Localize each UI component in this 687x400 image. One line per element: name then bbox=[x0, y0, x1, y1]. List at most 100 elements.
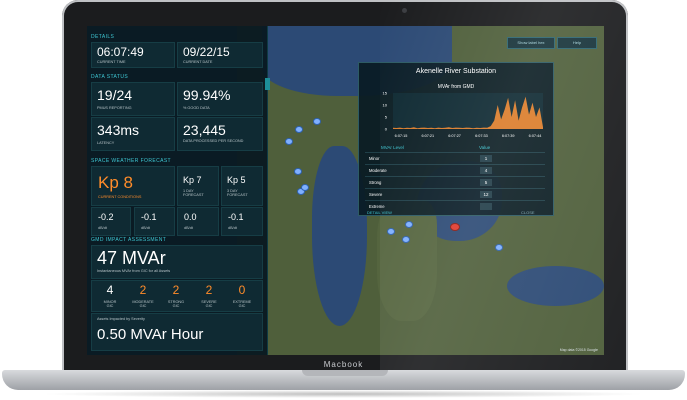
status-label: LATENCY bbox=[97, 141, 115, 145]
current-date: 09/22/15 bbox=[183, 45, 230, 59]
y-tick-label: 5 bbox=[385, 115, 388, 120]
laptop-brand: Macbook bbox=[323, 360, 364, 369]
rate-card: -0.2 dB/dt bbox=[91, 207, 131, 236]
space-weather-header: SPACE WEATHER FORECAST bbox=[91, 158, 172, 164]
gic-count: 0 bbox=[238, 283, 246, 297]
collapse-panel-button[interactable] bbox=[265, 78, 270, 90]
level-label: Severe bbox=[369, 192, 383, 197]
time-card: 06:07:49 CURRENT TIME bbox=[91, 42, 175, 68]
gic-count: 4 bbox=[106, 283, 114, 297]
show-label-button[interactable]: Show label hex bbox=[507, 37, 555, 49]
gmd-header: GMD IMPACT ASSESSMENT bbox=[91, 237, 167, 243]
forecast-kp: Kp 5 bbox=[227, 175, 246, 185]
current-kp-label: CURRENT CONDITIONS bbox=[98, 195, 142, 199]
lake-erie bbox=[507, 266, 604, 306]
michigan-peninsula bbox=[377, 201, 437, 321]
level-value: 1 bbox=[480, 155, 492, 162]
rate-value: -0.1 bbox=[228, 212, 244, 222]
divider bbox=[365, 176, 545, 177]
date-card: 09/22/15 CURRENT DATE bbox=[177, 42, 263, 68]
map-marker[interactable] bbox=[495, 244, 503, 251]
rate-label: dB/dt bbox=[98, 226, 107, 230]
rate-value: -0.1 bbox=[141, 212, 157, 222]
status-label: PMUS REPORTING bbox=[97, 106, 132, 110]
forecast-kp: Kp 7 bbox=[183, 175, 202, 185]
x-tick-label: 6:07:44 bbox=[529, 134, 542, 138]
mvar-area-series bbox=[393, 96, 543, 129]
popup-title: Akenelle River Substation bbox=[415, 68, 497, 75]
rate-value: 0.0 bbox=[184, 212, 197, 222]
data-status-header: DATA STATUS bbox=[91, 74, 129, 80]
status-value: 99.94% bbox=[183, 87, 231, 103]
current-date-label: CURRENT DATE bbox=[183, 60, 213, 64]
close-button[interactable]: CLOSE bbox=[521, 210, 535, 215]
instant-mvar-label: Instantaneous MVAr from GIC for all Asse… bbox=[97, 269, 171, 273]
current-time-label: CURRENT TIME bbox=[97, 60, 126, 64]
gic-label: MODERATE GIC bbox=[132, 300, 154, 308]
forecast-card: Kp 7 1 DAY FORECAST bbox=[177, 166, 219, 206]
base-notch bbox=[302, 370, 388, 376]
gic-label: STRONG GIC bbox=[167, 300, 185, 308]
map-marker[interactable] bbox=[313, 118, 321, 125]
status-label: DATA PROCESSED PER SECOND bbox=[183, 139, 244, 143]
rate-value: -0.2 bbox=[98, 212, 114, 222]
lake-michigan bbox=[312, 146, 367, 326]
map-marker[interactable] bbox=[405, 221, 413, 228]
status-value: 23,445 bbox=[183, 122, 226, 138]
y-tick-label: 15 bbox=[383, 91, 388, 96]
divider bbox=[365, 152, 545, 153]
gic-count: 2 bbox=[172, 283, 180, 297]
col-value: Value bbox=[479, 145, 491, 150]
forecast-label: 3 DAY FORECAST bbox=[227, 189, 248, 197]
status-value: 343ms bbox=[97, 122, 140, 138]
status-card: 343ms LATENCY bbox=[91, 117, 175, 151]
status-card: 23,445 DATA PROCESSED PER SECOND bbox=[177, 117, 263, 151]
x-tick-label: 6:07:33 bbox=[475, 134, 488, 138]
map-credit: Map data ©2015 Google bbox=[559, 348, 598, 352]
substation-popup: Akenelle River Substation MVAr from GMD … bbox=[358, 62, 554, 216]
gic-count: 2 bbox=[205, 283, 213, 297]
level-label: Moderate bbox=[369, 168, 387, 173]
status-card: 19/24 PMUS REPORTING bbox=[91, 82, 175, 116]
mvar-hour: 0.50 MVAr Hour bbox=[97, 326, 204, 343]
alert-marker[interactable] bbox=[450, 223, 460, 231]
details-header: DETAILS bbox=[91, 34, 115, 40]
rate-label: dB/dt bbox=[141, 226, 150, 230]
rate-card: 0.0 dB/dt bbox=[177, 207, 219, 236]
gic-count: 2 bbox=[139, 283, 147, 297]
divider bbox=[365, 188, 545, 189]
current-kp: Kp 8 bbox=[98, 173, 133, 192]
camera-icon bbox=[402, 8, 407, 13]
level-label: Extreme bbox=[369, 204, 385, 209]
map-marker[interactable] bbox=[285, 138, 293, 145]
forecast-label: 1 DAY FORECAST bbox=[183, 189, 204, 197]
y-tick-label: 0 bbox=[385, 127, 388, 132]
map-marker[interactable] bbox=[387, 228, 395, 235]
map-marker[interactable] bbox=[295, 126, 303, 133]
rate-label: dB/dt bbox=[184, 226, 193, 230]
y-tick-label: 10 bbox=[383, 103, 388, 108]
map-marker[interactable] bbox=[301, 184, 309, 191]
current-kp-card: Kp 8 CURRENT CONDITIONS bbox=[91, 166, 175, 206]
level-value: 4 bbox=[480, 167, 492, 174]
rate-label: dB/dt bbox=[228, 226, 237, 230]
detail-view-link[interactable]: DETAIL VIEW bbox=[367, 210, 392, 215]
mvar-hour-card: Assets Impacted by Severity 0.50 MVAr Ho… bbox=[91, 313, 263, 351]
left-panel: DETAILS 06:07:49 CURRENT TIME 09/22/15 C… bbox=[87, 26, 268, 355]
map-marker[interactable] bbox=[402, 236, 410, 243]
gic-label: EXTREME GIC bbox=[232, 300, 252, 308]
level-label: Minor bbox=[369, 156, 380, 161]
x-tick-label: 6:07:39 bbox=[502, 134, 515, 138]
divider bbox=[365, 200, 545, 201]
x-tick-label: 6:07:21 bbox=[421, 134, 434, 138]
mvar-card: 47 MVAr Instantaneous MVAr from GIC for … bbox=[91, 245, 263, 279]
map-marker[interactable] bbox=[294, 168, 302, 175]
status-value: 19/24 bbox=[97, 87, 133, 103]
screen: Map data ©2015 Google Show label hex Hel… bbox=[87, 26, 604, 355]
x-tick-label: 6:07:27 bbox=[448, 134, 461, 138]
status-card: 99.94% % GOOD DATA bbox=[177, 82, 263, 116]
help-button[interactable]: Help bbox=[557, 37, 597, 49]
status-label: % GOOD DATA bbox=[183, 106, 210, 110]
mvar-chart: 15 10 5 0 6:07:15 6:07:21 6:07:27 6:07:33 6:07:3… bbox=[383, 91, 543, 138]
severity-counts: 4 MINOR GIC 2 MODERATE GIC 2 STRONG GIC … bbox=[91, 280, 263, 312]
